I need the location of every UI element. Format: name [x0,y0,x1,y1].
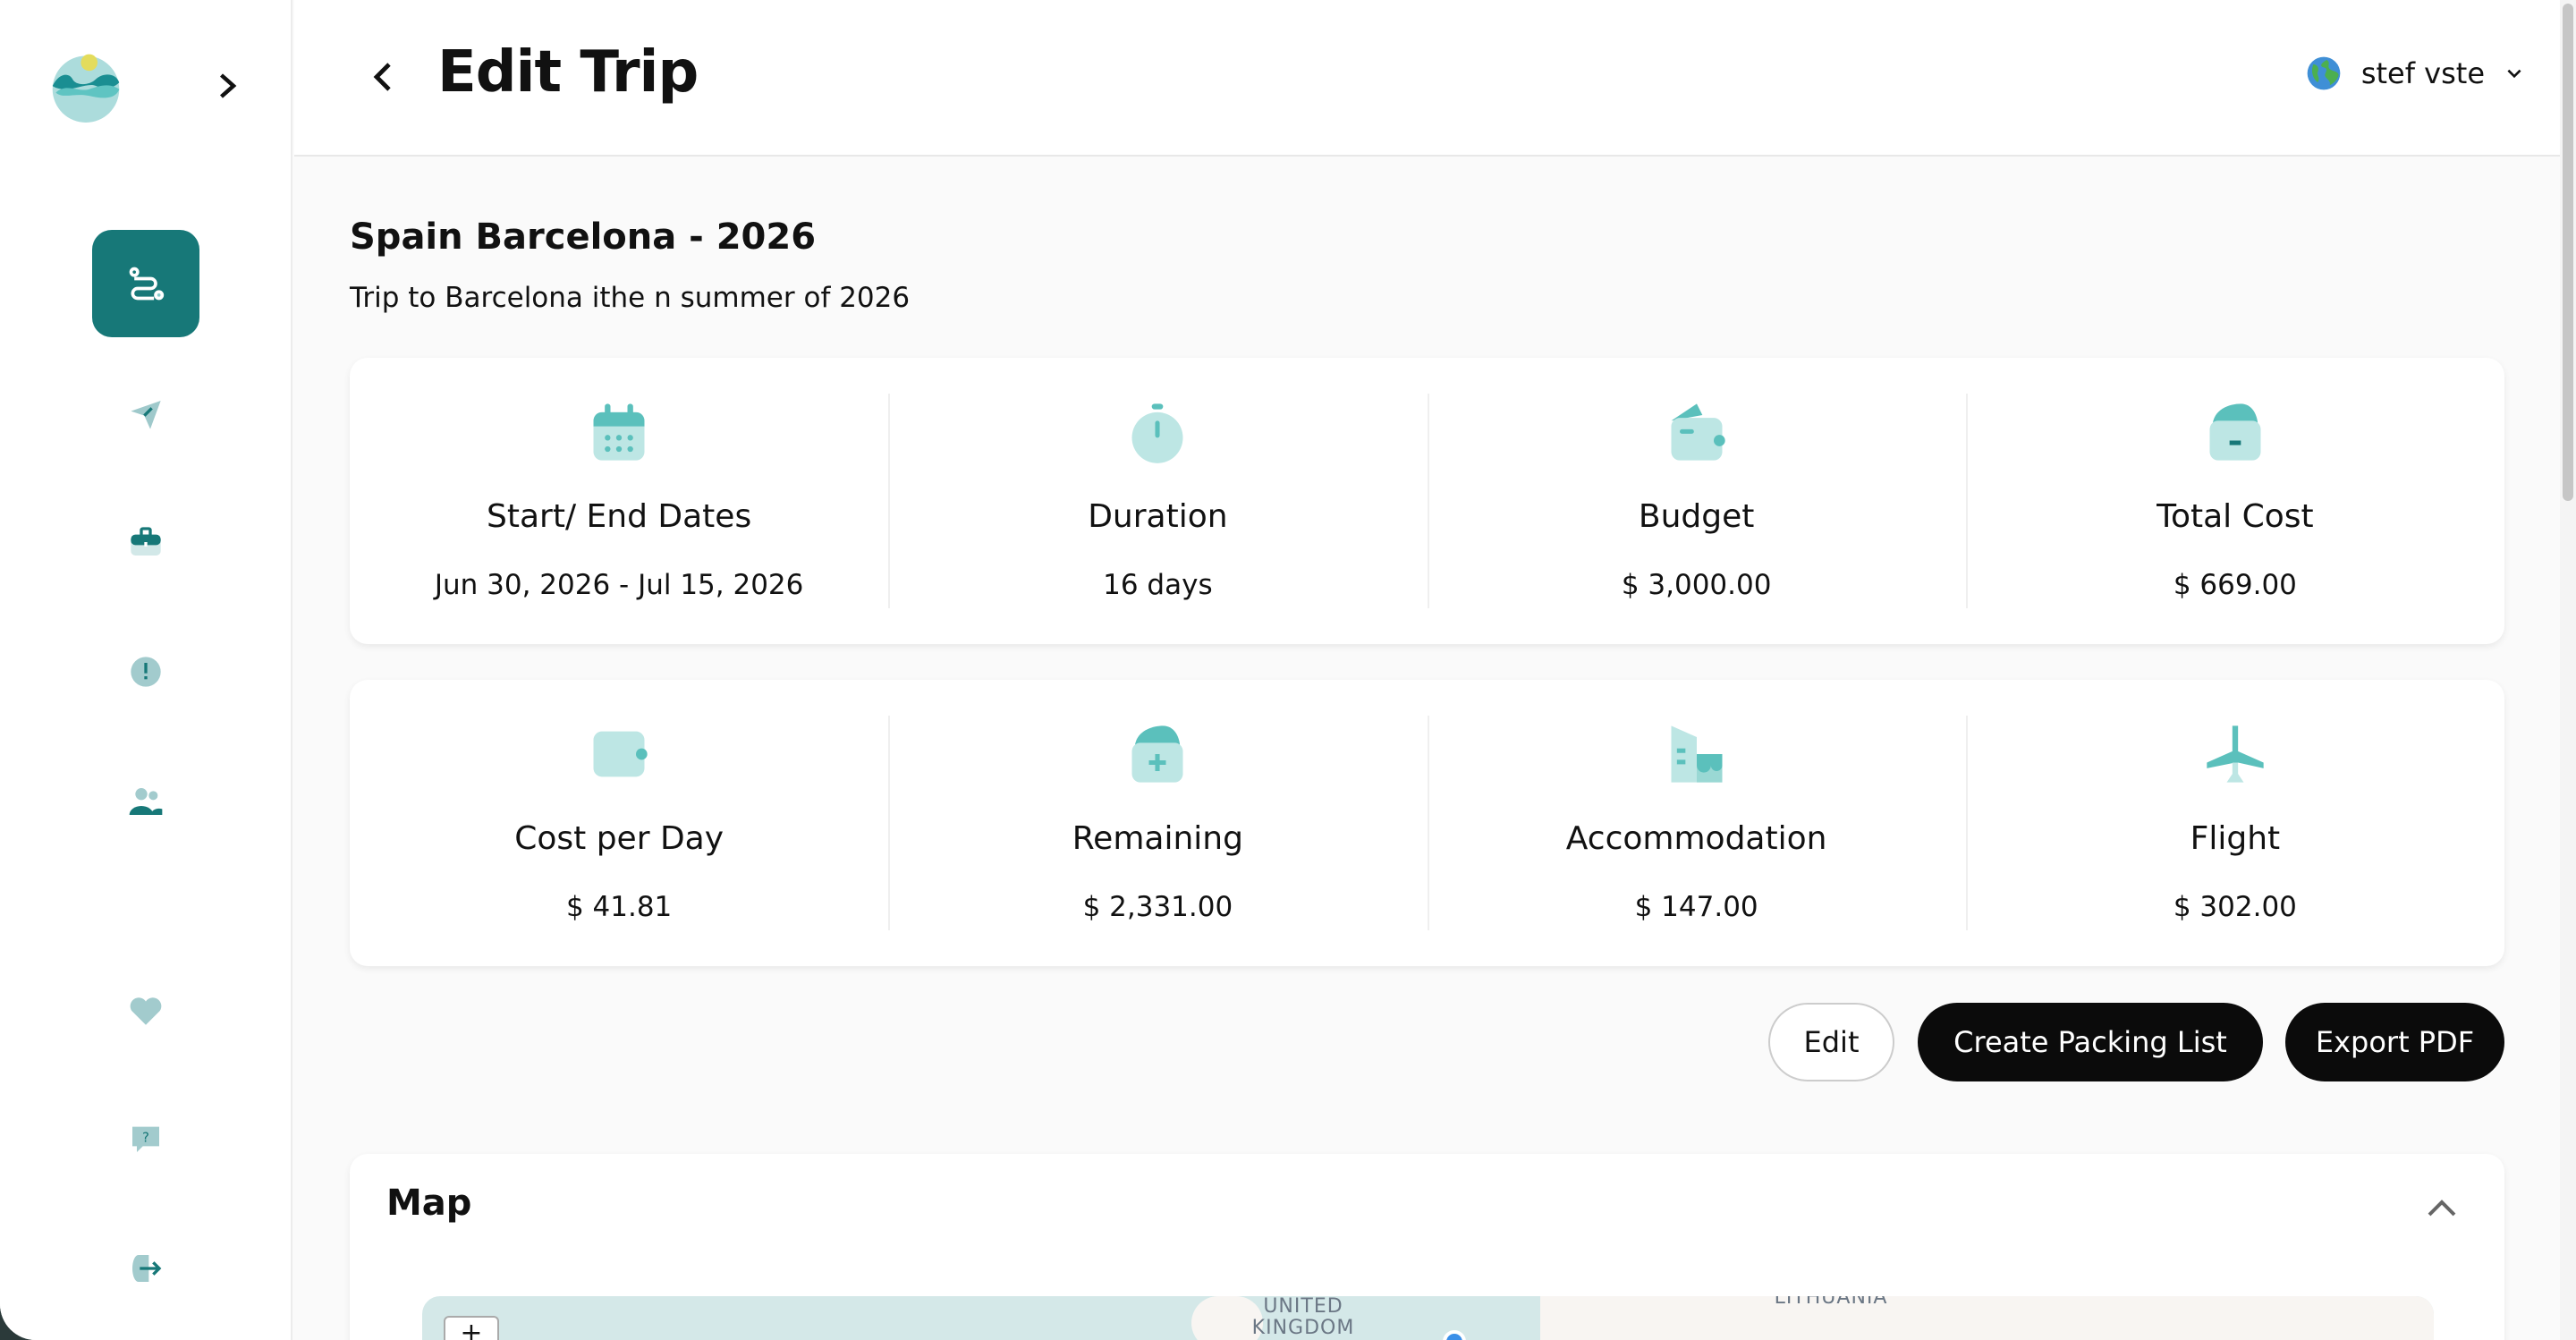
map-section: Map + UNITED KINGDOM LITHUANIA [350,1154,2504,1340]
map-label-lithuania: LITHUANIA [1774,1296,1888,1309]
calendar-icon [593,403,645,461]
stopwatch-icon [1131,403,1183,463]
sidebar-item-travelers[interactable] [92,748,199,855]
stat-accommodation: Accommodation $ 147.00 [1427,680,1966,966]
map-marker[interactable] [1443,1330,1466,1340]
create-packing-list-button[interactable]: Create Packing List [1918,1003,2263,1081]
top-header: Edit Trip stef vste [294,0,2560,157]
alert-icon [131,657,161,687]
users-icon [129,788,163,815]
stat-duration: Duration 16 days [888,358,1427,644]
sidebar-item-help[interactable]: ? [92,1085,199,1192]
sidebar-item-packing[interactable] [92,488,199,596]
stat-budget: Budget $ 3,000.00 [1427,358,1966,644]
stat-remaining: Remaining $ 2,331.00 [888,680,1427,966]
route-icon [129,267,165,301]
briefcase-icon [131,527,161,556]
sidebar-item-logout[interactable] [92,1215,199,1322]
stat-dates: Start/ End Dates Jun 30, 2026 - Jul 15, … [350,358,888,644]
edit-button[interactable]: Edit [1768,1003,1894,1081]
paper-plane-icon [131,401,161,429]
app-logo[interactable] [49,49,123,123]
sidebar-item-alerts[interactable] [92,618,199,725]
wallet-plus-icon [1131,725,1183,783]
sidebar: ? [0,0,292,1340]
map-view[interactable]: + UNITED KINGDOM LITHUANIA [422,1296,2434,1340]
stat-label: Cost per Day [514,820,724,857]
stat-value: $ 3,000.00 [1621,569,1772,601]
logout-icon [132,1255,162,1282]
user-menu[interactable]: stef vste [2306,55,2524,91]
trip-description: Trip to Barcelona ithe n summer of 2026 [350,282,911,314]
stat-value: 16 days [1103,569,1213,601]
scrollbar-thumb[interactable] [2563,4,2573,501]
trip-costs-card: Cost per Day $ 41.81 Remaining $ 2,331.0… [350,680,2504,966]
trip-title: Spain Barcelona - 2026 [350,216,817,258]
export-pdf-button[interactable]: Export PDF [2285,1003,2504,1081]
stat-label: Start/ End Dates [487,498,752,535]
stat-label: Accommodation [1565,820,1827,857]
map-land [1191,1296,1263,1340]
trip-summary-card: Start/ End Dates Jun 30, 2026 - Jul 15, … [350,358,2504,644]
chevron-up-icon[interactable] [2424,1194,2460,1221]
sidebar-item-favorites[interactable] [92,957,199,1064]
stat-label: Duration [1088,498,1228,535]
back-arrow-icon[interactable] [366,59,402,95]
stat-total-cost: Total Cost $ 669.00 [1965,358,2504,644]
globe-avatar-icon [2307,56,2341,90]
stat-label: Budget [1638,498,1755,535]
expand-sidebar-chevron-icon[interactable] [215,70,242,102]
wallet-icon [1671,403,1725,461]
map-zoom-in-button[interactable]: + [444,1316,499,1340]
stat-value: $ 41.81 [565,891,673,923]
wallet-minus-icon [2209,403,2261,461]
stat-label: Remaining [1072,820,1243,857]
heart-icon [130,997,162,1025]
sidebar-item-trips[interactable] [92,230,199,337]
map-land [1540,1296,2434,1340]
map-title: Map [386,1183,472,1224]
sidebar-item-flights[interactable] [92,360,199,468]
map-label-uk: UNITED KINGDOM [1251,1296,1355,1339]
wallet-icon [593,731,648,777]
page-scrollbar[interactable] [2560,0,2576,1340]
stat-value: Jun 30, 2026 - Jul 15, 2026 [434,569,804,601]
stat-value: $ 147.00 [1634,891,1758,923]
stat-flight: Flight $ 302.00 [1965,680,2504,966]
user-name: stef vste [2360,56,2485,90]
help-chat-icon: ? [132,1126,159,1152]
stat-cost-per-day: Cost per Day $ 41.81 [350,680,888,966]
airplane-icon [2207,725,2264,783]
page-title: Edit Trip [437,39,699,106]
chevron-down-icon [2507,69,2521,79]
stat-label: Flight [2190,820,2281,857]
hotel-icon [1671,725,1723,783]
stat-value: $ 2,331.00 [1082,891,1233,923]
stat-value: $ 669.00 [2173,569,2297,601]
stat-label: Total Cost [2157,498,2314,535]
svg-text:?: ? [142,1129,149,1145]
stat-value: $ 302.00 [2173,891,2297,923]
